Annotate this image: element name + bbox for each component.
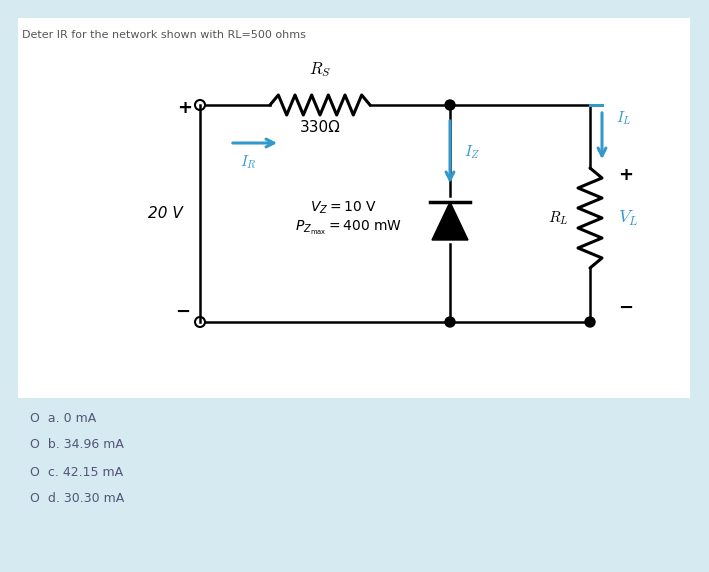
Text: O  c. 42.15 mA: O c. 42.15 mA <box>30 466 123 479</box>
Text: $I_R$: $I_R$ <box>240 153 257 171</box>
FancyBboxPatch shape <box>18 18 690 398</box>
Circle shape <box>585 317 595 327</box>
Text: +: + <box>618 166 634 184</box>
Text: 20 V: 20 V <box>147 205 182 220</box>
Text: $V_Z = 10$ V: $V_Z = 10$ V <box>310 200 377 216</box>
Text: $I_Z$: $I_Z$ <box>464 143 480 161</box>
Circle shape <box>445 317 455 327</box>
Text: O  a. 0 mA: O a. 0 mA <box>30 411 96 424</box>
Text: −: − <box>175 303 191 321</box>
Text: $V_L$: $V_L$ <box>618 208 638 228</box>
Text: Deter IR for the network shown with RL=500 ohms: Deter IR for the network shown with RL=5… <box>22 30 306 40</box>
Text: O  b. 34.96 mA: O b. 34.96 mA <box>30 439 124 451</box>
Text: 330Ω: 330Ω <box>300 121 340 136</box>
Text: +: + <box>177 99 193 117</box>
Text: $R_L$: $R_L$ <box>548 209 568 227</box>
Text: O  d. 30.30 mA: O d. 30.30 mA <box>30 492 124 506</box>
Text: $R_S$: $R_S$ <box>309 61 331 80</box>
Text: $P_{Z_{\mathrm{max}}} = 400$ mW: $P_{Z_{\mathrm{max}}} = 400$ mW <box>295 219 402 237</box>
Text: $I_L$: $I_L$ <box>616 109 632 127</box>
Circle shape <box>445 100 455 110</box>
Text: −: − <box>618 299 634 317</box>
Polygon shape <box>432 202 468 240</box>
